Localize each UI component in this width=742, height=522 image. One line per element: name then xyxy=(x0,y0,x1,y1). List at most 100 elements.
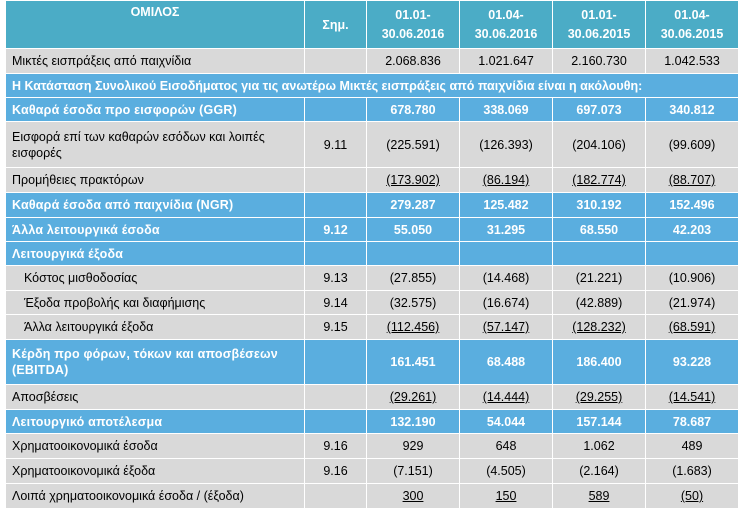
row-note xyxy=(304,384,367,410)
row-value: 68.488 xyxy=(459,339,553,385)
row-value: 1.042.533 xyxy=(645,48,739,74)
row-value: 68.550 xyxy=(552,217,646,242)
row-label: Καθαρά έσοδα από παιχνίδια (NGR) xyxy=(5,192,305,218)
row-value xyxy=(366,241,460,266)
row-value: (112.456) xyxy=(386,320,440,334)
period-header: 01.04- 30.06.2016 xyxy=(459,0,553,49)
row-value: 157.144 xyxy=(552,409,646,434)
row-value: 150 xyxy=(495,489,517,503)
row-label: Λοιπά χρηματοοικονομικά έσοδα / (έξοδα) xyxy=(5,483,305,509)
row-value: (68.591) xyxy=(668,320,716,334)
row-value: (14.444) xyxy=(482,390,530,404)
table-row: Καθαρά έσοδα προ εισφορών (GGR) 678.780 … xyxy=(5,97,739,122)
row-value: 589 xyxy=(588,489,610,503)
row-label: Χρηματοοικονομικά έσοδα xyxy=(5,433,305,459)
row-value: 161.451 xyxy=(366,339,460,385)
row-value: (86.194) xyxy=(482,173,530,187)
row-value: (225.591) xyxy=(366,121,460,168)
row-label: Έξοδα προβολής και διαφήμισης xyxy=(5,290,305,315)
row-value: 929 xyxy=(366,433,460,459)
income-statement-table: ΟΜΙΛΟΣ Σημ. 01.01- 30.06.2016 01.04- 30.06… xyxy=(5,0,739,509)
row-note: 9.12 xyxy=(304,217,367,242)
row-note xyxy=(304,483,367,509)
row-value: (126.393) xyxy=(459,121,553,168)
row-value: 42.203 xyxy=(645,217,739,242)
row-value: 93.228 xyxy=(645,339,739,385)
row-value: 648 xyxy=(459,433,553,459)
row-note: 9.13 xyxy=(304,265,367,291)
row-value: 678.780 xyxy=(366,97,460,122)
row-value: (88.707) xyxy=(668,173,716,187)
row-note xyxy=(304,48,367,74)
row-note xyxy=(304,167,367,193)
row-value: (128.232) xyxy=(572,320,626,334)
row-label: Κέρδη προ φόρων, τόκων και αποσβέσεων (E… xyxy=(5,339,305,385)
row-value: 125.482 xyxy=(459,192,553,218)
table-row: Καθαρά έσοδα από παιχνίδια (NGR) 279.287… xyxy=(5,192,739,218)
row-value: (204.106) xyxy=(552,121,646,168)
row-value: (21.221) xyxy=(552,265,646,291)
row-value: (99.609) xyxy=(645,121,739,168)
row-value: (2.164) xyxy=(552,458,646,484)
row-value: (182.774) xyxy=(572,173,626,187)
row-value: (7.151) xyxy=(366,458,460,484)
row-note: 9.11 xyxy=(304,121,367,168)
row-value: 78.687 xyxy=(645,409,739,434)
row-label: Κόστος μισθοδοσίας xyxy=(5,265,305,291)
table-row: Άλλα λειτουργικά έξοδα 9.15 (112.456) (5… xyxy=(5,314,739,340)
period-header: 01.01- 30.06.2016 xyxy=(366,0,460,49)
row-label: Άλλα λειτουργικά έξοδα xyxy=(5,314,305,340)
row-note xyxy=(304,192,367,218)
row-value: 2.160.730 xyxy=(552,48,646,74)
period-header: 01.04- 30.06.2015 xyxy=(645,0,739,49)
row-value: (21.974) xyxy=(645,290,739,315)
table-row: Μικτές εισπράξεις από παιχνίδια 2.068.83… xyxy=(5,48,739,74)
row-note: 9.16 xyxy=(304,458,367,484)
table-row: Άλλα λειτουργικά έσοδα 9.12 55.050 31.29… xyxy=(5,217,739,242)
row-value: (4.505) xyxy=(459,458,553,484)
row-value: 152.496 xyxy=(645,192,739,218)
group-header: ΟΜΙΛΟΣ xyxy=(5,0,305,49)
row-value xyxy=(459,241,553,266)
row-value: 132.190 xyxy=(366,409,460,434)
table-row: Αποσβέσεις (29.261) (14.444) (29.255) (1… xyxy=(5,384,739,410)
table-row: Λειτουργικό αποτέλεσμα 132.190 54.044 15… xyxy=(5,409,739,434)
row-value: 300 xyxy=(402,489,424,503)
table-row: Εισφορά επί των καθαρών εσόδων και λοιπέ… xyxy=(5,121,739,168)
row-value: (50) xyxy=(680,489,704,503)
row-value: 31.295 xyxy=(459,217,553,242)
row-value: (1.683) xyxy=(645,458,739,484)
table-header-row: ΟΜΙΛΟΣ Σημ. 01.01- 30.06.2016 01.04- 30.06… xyxy=(5,0,739,49)
row-note xyxy=(304,241,367,266)
row-note: 9.15 xyxy=(304,314,367,340)
row-value: 338.069 xyxy=(459,97,553,122)
table-row: Χρηματοοικονομικά έσοδα 9.16 929 648 1.0… xyxy=(5,433,739,459)
row-label: Προμήθειες πρακτόρων xyxy=(5,167,305,193)
row-value: (173.902) xyxy=(386,173,440,187)
row-value: (29.255) xyxy=(575,390,623,404)
row-label: Εισφορά επί των καθαρών εσόδων και λοιπέ… xyxy=(5,121,305,168)
row-value xyxy=(645,241,739,266)
row-value: 340.812 xyxy=(645,97,739,122)
section-title: Η Κατάσταση Συνολικού Εισοδήματος για τι… xyxy=(5,73,739,98)
row-note xyxy=(304,97,367,122)
row-value xyxy=(552,241,646,266)
row-value: (42.889) xyxy=(552,290,646,315)
table-row: Χρηματοοικονομικά έξοδα 9.16 (7.151) (4.… xyxy=(5,458,739,484)
row-label: Μικτές εισπράξεις από παιχνίδια xyxy=(5,48,305,74)
row-value: 489 xyxy=(645,433,739,459)
table-row: Κόστος μισθοδοσίας 9.13 (27.855) (14.468… xyxy=(5,265,739,291)
period-header: 01.01- 30.06.2015 xyxy=(552,0,646,49)
section-title-row: Η Κατάσταση Συνολικού Εισοδήματος για τι… xyxy=(5,73,739,98)
table-row: Κέρδη προ φόρων, τόκων και αποσβέσεων (E… xyxy=(5,339,739,385)
row-note xyxy=(304,339,367,385)
row-value: 310.192 xyxy=(552,192,646,218)
row-note: 9.14 xyxy=(304,290,367,315)
row-label: Λειτουργικά έξοδα xyxy=(5,241,305,266)
row-value: (14.468) xyxy=(459,265,553,291)
row-value: 697.073 xyxy=(552,97,646,122)
row-label: Άλλα λειτουργικά έσοδα xyxy=(5,217,305,242)
row-value: (14.541) xyxy=(668,390,716,404)
row-label: Αποσβέσεις xyxy=(5,384,305,410)
table-row: Λοιπά χρηματοοικονομικά έσοδα / (έξοδα) … xyxy=(5,483,739,509)
